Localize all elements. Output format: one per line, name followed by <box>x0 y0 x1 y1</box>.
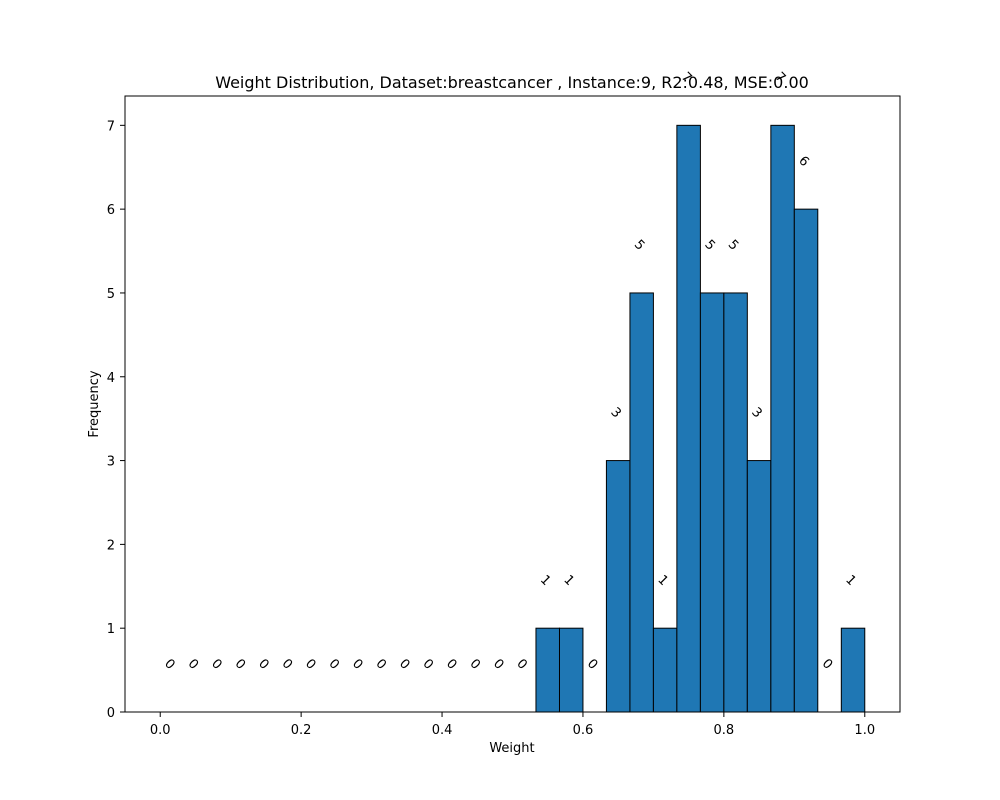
x-tick-label: 0.0 <box>150 723 171 738</box>
histogram-bar <box>535 627 560 713</box>
x-axis-label: Weight <box>489 741 534 756</box>
y-tick-label: 3 <box>107 455 115 470</box>
histogram-bar <box>558 627 584 713</box>
y-tick-label: 6 <box>107 203 115 218</box>
y-tick-label: 5 <box>107 287 115 302</box>
histogram-bar <box>676 124 701 713</box>
histogram-bar <box>652 627 678 713</box>
y-axis-ticks: 0 1 2 3 4 5 6 7 <box>107 119 125 721</box>
y-axis-label: Frequency <box>87 370 102 437</box>
x-tick-label: 0.6 <box>573 723 594 738</box>
chart-title: Weight Distribution, Dataset:breastcance… <box>215 73 809 92</box>
histogram-bar <box>629 292 654 713</box>
histogram-bar <box>605 460 631 713</box>
histogram-bar <box>723 292 748 713</box>
x-tick-label: 1.0 <box>854 723 875 738</box>
x-tick-label: 0.8 <box>714 723 735 738</box>
histogram-bar <box>699 292 725 713</box>
histogram-bar <box>793 208 819 713</box>
histogram-bar <box>770 124 795 713</box>
y-tick-label: 4 <box>107 371 115 386</box>
x-tick-label: 0.2 <box>291 723 312 738</box>
plot-frame <box>124 95 901 713</box>
bars-group <box>535 124 866 713</box>
y-tick-label: 0 <box>107 706 115 721</box>
y-tick-label: 7 <box>107 119 115 134</box>
y-tick-label: 1 <box>107 622 115 637</box>
histogram-bar <box>840 627 866 713</box>
histogram-bar <box>746 460 772 713</box>
y-tick-label: 2 <box>107 538 115 553</box>
x-axis-ticks: 0.0 0.2 0.4 0.6 0.8 1.0 <box>150 712 875 738</box>
x-tick-label: 0.4 <box>432 723 453 738</box>
